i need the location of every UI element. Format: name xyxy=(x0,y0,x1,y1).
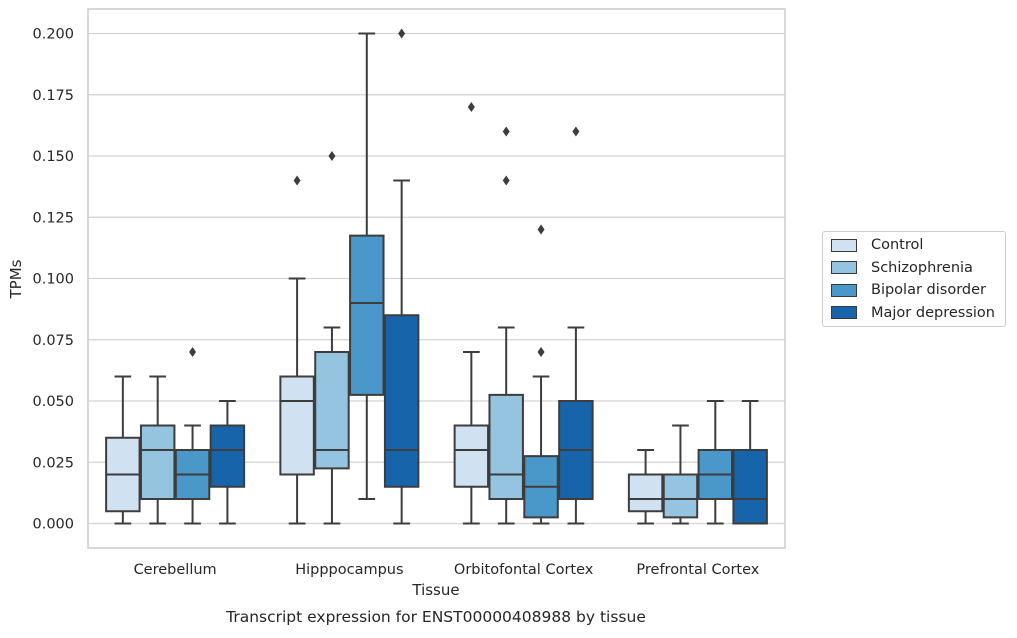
box xyxy=(453,424,490,488)
outlier-point xyxy=(467,102,475,112)
box xyxy=(349,234,385,396)
legend-label-schizophrenia: Schizophrenia xyxy=(871,259,973,276)
legend-item-major-depression: Major depression xyxy=(831,302,1005,325)
box-group xyxy=(697,400,734,525)
box xyxy=(627,473,664,513)
y-tick-label: 0.050 xyxy=(32,394,74,410)
box-group xyxy=(627,449,664,525)
box-group xyxy=(174,347,211,525)
box xyxy=(662,473,699,519)
legend-item-control: Control xyxy=(831,234,1005,257)
y-tick-label: 0.125 xyxy=(32,210,74,226)
box-group xyxy=(732,400,768,525)
y-tick-label: 0.150 xyxy=(32,149,74,165)
boxes-layer xyxy=(105,28,768,525)
x-tick-label: Orbitofontal Cortex xyxy=(454,562,594,578)
y-axis-label: TPMs xyxy=(7,259,25,299)
y-tick-label: 0.200 xyxy=(32,27,74,43)
outlier-point xyxy=(328,151,336,161)
box-group xyxy=(314,151,350,525)
outlier-point xyxy=(502,126,510,137)
y-tick-label: 0.100 xyxy=(32,272,74,288)
legend-item-bipolar-disorder: Bipolar disorder xyxy=(831,279,1005,302)
box-group xyxy=(453,102,490,525)
outlier-point xyxy=(189,347,197,357)
x-tick-label: Prefrontal Cortex xyxy=(636,562,759,578)
box xyxy=(139,424,176,500)
box-group xyxy=(488,126,524,525)
box-group xyxy=(209,400,246,525)
legend-label-major-depression: Major depression xyxy=(871,304,995,321)
box-group xyxy=(662,424,699,525)
x-tick-label: Cerebellum xyxy=(134,562,217,578)
y-tick-label: 0.025 xyxy=(32,455,74,471)
box-group xyxy=(279,175,315,525)
outlier-point xyxy=(537,347,545,357)
legend-swatch-control xyxy=(831,238,857,252)
box-group xyxy=(383,28,420,525)
box xyxy=(732,449,768,525)
y-tick-label: 0.000 xyxy=(32,517,74,533)
legend-swatch-schizophrenia xyxy=(831,261,857,275)
y-tick-label: 0.175 xyxy=(32,88,74,104)
box xyxy=(488,393,524,500)
box xyxy=(209,424,246,488)
legend: Control Schizophrenia Bipolar disorder M… xyxy=(822,231,1006,327)
outlier-point xyxy=(502,175,510,186)
legend-label-bipolar-disorder: Bipolar disorder xyxy=(871,282,986,299)
box-group xyxy=(139,375,176,525)
box xyxy=(279,375,315,476)
y-tick-labels: 0.000 0.025 0.050 0.075 0.100 0.125 0.150 0.175… xyxy=(32,27,74,533)
y-tick-label: 0.075 xyxy=(32,333,74,349)
outlier-point xyxy=(537,224,545,235)
box xyxy=(383,314,420,488)
box-group xyxy=(523,224,559,525)
legend-label-control: Control xyxy=(871,237,924,254)
legend-swatch-major-depression xyxy=(831,306,857,320)
chart-title: Transcript expression for ENST0000040898… xyxy=(225,608,646,626)
box xyxy=(314,351,350,470)
outlier-point xyxy=(572,126,580,137)
plot-frame xyxy=(87,8,786,549)
box-group xyxy=(105,375,141,525)
legend-swatch-bipolar-disorder xyxy=(831,283,857,297)
box-group xyxy=(349,32,385,500)
legend-item-schizophrenia: Schizophrenia xyxy=(831,257,1005,280)
outlier-point xyxy=(398,28,406,39)
x-axis-label: Tissue xyxy=(411,581,459,599)
outlier-point xyxy=(293,175,301,186)
x-tick-label: Hipppocampus xyxy=(295,562,403,578)
box-group xyxy=(558,126,594,525)
x-tick-labels: Cerebellum Hipppocampus Orbitofontal Corte… xyxy=(134,562,760,578)
